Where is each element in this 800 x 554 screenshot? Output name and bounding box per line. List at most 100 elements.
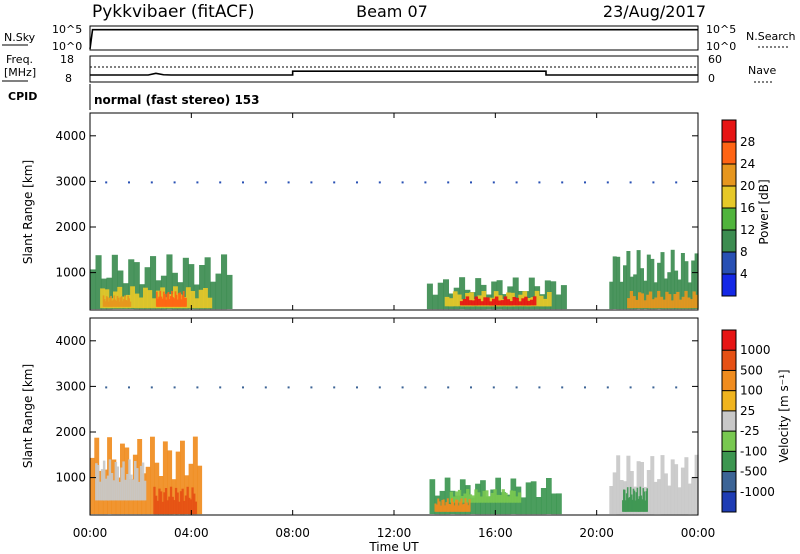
data-cell xyxy=(179,292,182,307)
ytick-label: 2000 xyxy=(55,425,86,439)
data-cell xyxy=(128,386,130,389)
data-cell xyxy=(157,298,159,307)
data-cell xyxy=(640,462,644,515)
data-cell xyxy=(689,299,694,309)
data-cell xyxy=(663,473,668,515)
data-cell xyxy=(470,386,472,389)
data-cell xyxy=(635,492,638,512)
data-cell xyxy=(438,501,441,512)
data-cell xyxy=(167,450,173,515)
data-cell xyxy=(467,505,470,512)
data-cell xyxy=(626,455,631,515)
colorbar-segment xyxy=(722,410,736,432)
data-cell xyxy=(626,251,631,310)
data-cell xyxy=(471,300,476,306)
data-cell xyxy=(185,287,191,309)
data-cell xyxy=(650,258,655,310)
data-cell xyxy=(468,300,473,306)
data-cell xyxy=(653,282,658,310)
data-cell xyxy=(128,459,131,501)
data-cell xyxy=(444,296,450,307)
data-cell xyxy=(175,294,178,307)
data-cell xyxy=(182,257,189,310)
data-cell xyxy=(143,287,148,309)
data-cell xyxy=(447,181,450,184)
data-cell xyxy=(636,487,639,512)
data-cell xyxy=(174,487,178,515)
xtick-label: 08:00 xyxy=(275,526,310,540)
colorbar-segment xyxy=(722,142,736,164)
data-cell xyxy=(470,181,472,184)
data-cell xyxy=(492,298,496,306)
data-cell xyxy=(378,386,381,389)
colorbar-segment xyxy=(722,208,736,230)
data-cell xyxy=(150,436,155,515)
data-cell xyxy=(159,290,162,307)
nsearch-tick-bottom: 10^0 xyxy=(706,40,736,53)
data-cell xyxy=(653,481,658,514)
radar-title: Pykkvibaer (fitACF) xyxy=(92,2,254,22)
data-cell xyxy=(648,291,653,309)
power-yaxis: 1000 2000 3000 4000 xyxy=(55,129,698,280)
data-cell xyxy=(156,500,159,515)
data-cell xyxy=(333,181,336,184)
data-cell xyxy=(462,299,467,306)
data-cell xyxy=(203,288,208,309)
data-cell xyxy=(453,505,456,512)
data-cell xyxy=(457,489,462,503)
data-cell xyxy=(153,486,156,515)
data-cell xyxy=(116,295,119,307)
data-cell xyxy=(631,499,634,512)
data-cell xyxy=(512,490,516,503)
power-colorbar-label: Power [dB] xyxy=(757,179,771,244)
data-cell xyxy=(90,457,95,515)
data-cell xyxy=(114,462,118,501)
data-cell xyxy=(215,273,222,310)
velocity-colorbar-label: Velocity [m s⁻¹] xyxy=(777,369,791,462)
data-cell xyxy=(106,475,110,501)
data-cell xyxy=(452,501,455,512)
data-cell xyxy=(654,297,658,309)
data-cell xyxy=(619,281,624,310)
colorbar-tick-label: 28 xyxy=(740,135,755,149)
colorbar-frame xyxy=(721,329,737,513)
data-cell xyxy=(489,301,493,306)
xtick-label: 12:00 xyxy=(377,526,412,540)
data-cell xyxy=(445,502,448,512)
nsky-tick-bottom: 10^0 xyxy=(52,40,82,53)
data-cell xyxy=(623,489,626,512)
data-cell xyxy=(623,265,627,310)
data-cell xyxy=(154,462,160,515)
data-cell xyxy=(675,386,678,389)
data-cell xyxy=(155,291,158,307)
data-cell xyxy=(173,500,176,514)
data-cell xyxy=(112,480,116,501)
data-cell xyxy=(138,297,144,309)
data-cell xyxy=(616,256,621,310)
data-cell xyxy=(646,254,651,310)
data-cell xyxy=(463,493,467,503)
data-cell xyxy=(670,300,674,309)
data-cell xyxy=(542,298,548,307)
data-cell xyxy=(547,292,552,307)
data-cell xyxy=(660,455,665,515)
nave-tick-top: 60 xyxy=(708,53,722,66)
nsearch-label: N.Search xyxy=(746,30,796,43)
data-cell xyxy=(667,485,672,515)
data-cell xyxy=(188,497,191,515)
data-cell xyxy=(441,500,444,512)
colorbar-segment xyxy=(722,252,736,274)
data-cell xyxy=(171,496,174,515)
data-cell xyxy=(644,500,646,512)
data-cell xyxy=(639,486,642,512)
nsearch-tick-top: 10^5 xyxy=(706,23,736,36)
data-cell xyxy=(684,457,689,515)
data-cell xyxy=(165,299,167,307)
data-cell xyxy=(180,440,185,515)
colorbar-tick-label: -1000 xyxy=(740,485,775,499)
data-cell xyxy=(114,299,117,307)
data-cell xyxy=(116,466,119,501)
ytick-label: 4000 xyxy=(55,129,86,143)
data-cell xyxy=(518,294,523,307)
data-cell xyxy=(500,492,507,515)
